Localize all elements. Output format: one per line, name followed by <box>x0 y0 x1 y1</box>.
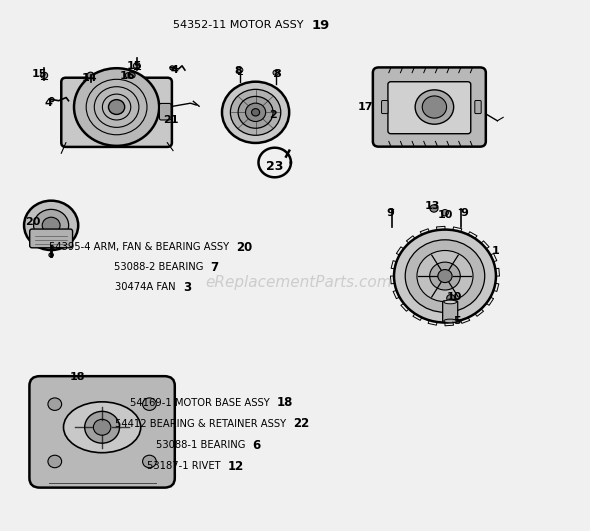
Circle shape <box>109 100 124 114</box>
FancyBboxPatch shape <box>61 78 172 147</box>
Text: 30474A FAN: 30474A FAN <box>115 282 182 292</box>
Circle shape <box>133 63 140 69</box>
Text: 3: 3 <box>183 281 191 294</box>
Text: 23: 23 <box>266 160 283 173</box>
Circle shape <box>441 210 448 216</box>
Circle shape <box>230 89 281 135</box>
Text: 18: 18 <box>70 372 86 382</box>
Text: 9: 9 <box>386 208 395 218</box>
Text: 10: 10 <box>437 210 453 220</box>
FancyBboxPatch shape <box>382 100 388 114</box>
Circle shape <box>87 72 94 79</box>
Circle shape <box>170 66 175 70</box>
Text: 4: 4 <box>171 65 178 75</box>
Ellipse shape <box>444 319 457 323</box>
Text: 2: 2 <box>269 110 277 121</box>
Text: 12: 12 <box>228 460 244 473</box>
Text: 54412 BEARING & RETAINER ASSY: 54412 BEARING & RETAINER ASSY <box>114 419 292 429</box>
Text: 19: 19 <box>312 19 330 32</box>
FancyBboxPatch shape <box>475 100 481 114</box>
Circle shape <box>34 209 68 241</box>
Circle shape <box>245 103 266 122</box>
Circle shape <box>93 419 111 435</box>
Circle shape <box>394 229 496 322</box>
Text: 8: 8 <box>234 66 242 76</box>
Text: 5: 5 <box>453 316 460 326</box>
Text: 6: 6 <box>253 439 261 451</box>
Text: 13: 13 <box>425 201 440 211</box>
Circle shape <box>222 82 289 143</box>
Circle shape <box>125 73 131 78</box>
Text: 22: 22 <box>293 417 310 431</box>
Circle shape <box>143 398 156 410</box>
Circle shape <box>447 295 455 302</box>
Circle shape <box>41 72 48 79</box>
Circle shape <box>438 270 452 282</box>
Circle shape <box>49 253 53 257</box>
Text: 14: 14 <box>81 73 97 83</box>
Text: 17: 17 <box>358 102 373 112</box>
Text: 20: 20 <box>25 217 40 227</box>
Circle shape <box>422 96 447 118</box>
Text: 54352-11 MOTOR ASSY: 54352-11 MOTOR ASSY <box>173 20 310 30</box>
Text: 10: 10 <box>447 292 462 302</box>
Ellipse shape <box>444 300 457 304</box>
Circle shape <box>48 398 61 410</box>
Ellipse shape <box>64 402 140 453</box>
Text: 7: 7 <box>211 261 218 273</box>
Circle shape <box>85 412 120 443</box>
Text: 20: 20 <box>237 241 253 253</box>
Text: 15: 15 <box>32 69 47 79</box>
Text: 1: 1 <box>492 246 500 256</box>
Text: 53187-1 RIVET: 53187-1 RIVET <box>147 461 227 471</box>
Text: 54395-4 ARM, FAN & BEARING ASSY: 54395-4 ARM, FAN & BEARING ASSY <box>49 242 235 252</box>
Circle shape <box>143 455 156 468</box>
Circle shape <box>251 109 260 116</box>
FancyBboxPatch shape <box>442 301 458 322</box>
Text: 54169-1 MOTOR BASE ASSY: 54169-1 MOTOR BASE ASSY <box>130 398 276 408</box>
Circle shape <box>430 262 460 290</box>
Text: 4: 4 <box>45 98 53 108</box>
Text: 53088-2 BEARING: 53088-2 BEARING <box>113 262 209 272</box>
FancyBboxPatch shape <box>373 67 486 147</box>
Circle shape <box>74 68 159 146</box>
FancyBboxPatch shape <box>388 82 471 134</box>
Circle shape <box>238 97 273 129</box>
Circle shape <box>237 67 243 73</box>
Text: 53088-1 BEARING: 53088-1 BEARING <box>156 440 251 450</box>
Circle shape <box>48 455 61 468</box>
FancyBboxPatch shape <box>30 229 73 248</box>
Circle shape <box>50 98 54 102</box>
Text: 21: 21 <box>163 115 178 125</box>
Circle shape <box>417 251 473 302</box>
Text: 15: 15 <box>126 61 142 71</box>
Text: 8: 8 <box>274 69 281 79</box>
Circle shape <box>405 240 485 312</box>
Text: 18: 18 <box>277 396 293 409</box>
Ellipse shape <box>415 90 454 124</box>
Text: 9: 9 <box>460 208 468 218</box>
Text: eReplacementParts.com: eReplacementParts.com <box>206 275 392 290</box>
FancyBboxPatch shape <box>30 376 175 487</box>
Circle shape <box>273 70 278 75</box>
Text: 16: 16 <box>119 71 135 81</box>
Circle shape <box>24 201 78 250</box>
Circle shape <box>129 73 135 78</box>
Circle shape <box>42 217 60 234</box>
Circle shape <box>430 205 438 212</box>
FancyBboxPatch shape <box>159 104 171 120</box>
